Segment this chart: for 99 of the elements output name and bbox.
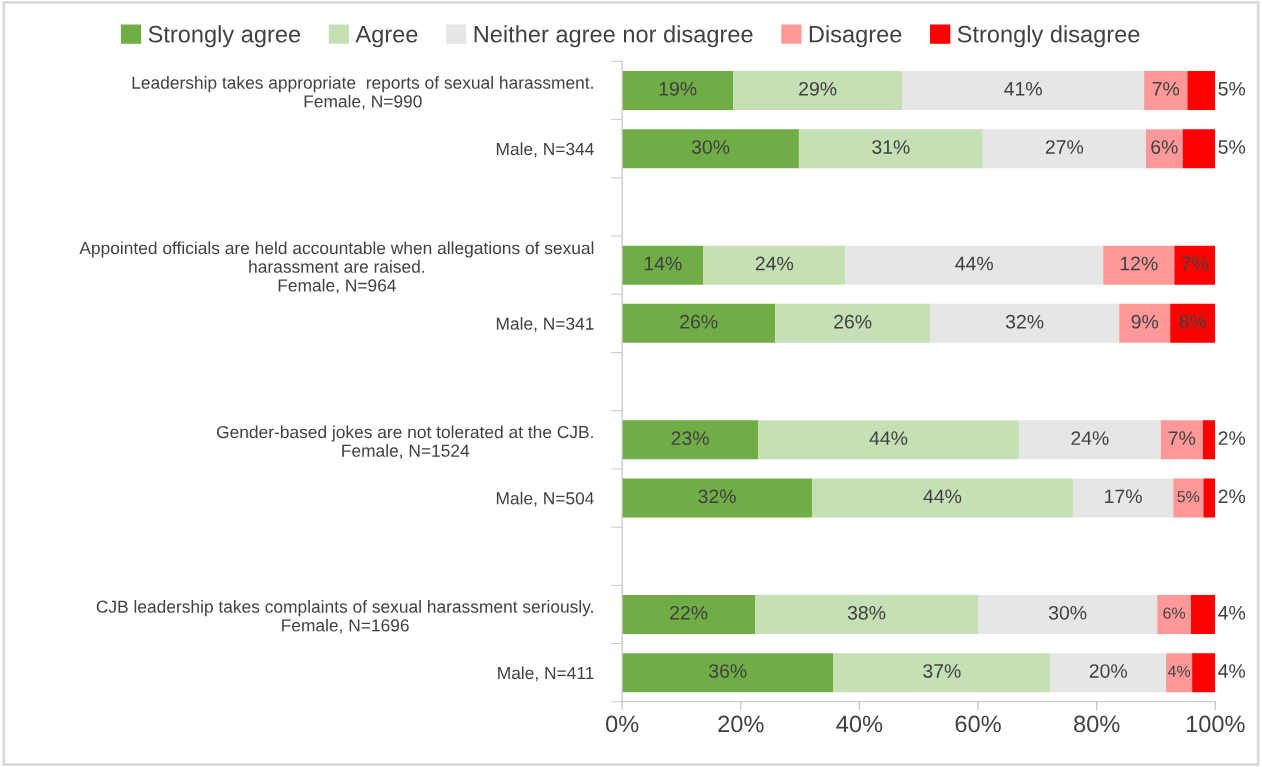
- bar: [1202, 420, 1216, 460]
- x-tick-label: 20%: [718, 715, 764, 733]
- y-tick-label: Appointed officials are held accountable when allegations of sexual harassment are raised. Female, N=964: [79, 241, 594, 294]
- bar: [755, 594, 979, 634]
- data-label: 2%: [1218, 489, 1246, 504]
- bar: [1173, 478, 1204, 518]
- data-label: 44%: [955, 256, 993, 271]
- legend-label: Strongly disagree: [957, 25, 1140, 48]
- data-label: 8%: [1179, 314, 1207, 329]
- data-label: 7%: [1168, 431, 1196, 445]
- data-label: 30%: [1048, 605, 1087, 620]
- data-label: 32%: [1005, 314, 1044, 329]
- data-label: 37%: [923, 664, 961, 678]
- bar: [703, 245, 846, 285]
- data-label: 29%: [799, 81, 837, 96]
- bar: [1160, 420, 1203, 460]
- data-label: 24%: [755, 256, 794, 271]
- data-label: 5%: [1177, 491, 1200, 503]
- x-tick-label: 80%: [1074, 715, 1120, 733]
- bar: [622, 303, 776, 343]
- data-label: 4%: [1218, 606, 1246, 620]
- bar: [1187, 70, 1216, 110]
- data-label: 14%: [644, 256, 682, 271]
- data-label: 2%: [1218, 431, 1246, 445]
- y-tick-label: Male, N=411: [498, 666, 594, 682]
- data-label: 32%: [698, 489, 736, 504]
- bar: [1192, 653, 1216, 693]
- bar: [1157, 594, 1191, 634]
- data-label: 19%: [659, 81, 697, 96]
- bar: [622, 594, 756, 634]
- data-label: 6%: [1151, 140, 1178, 154]
- bar: [622, 653, 834, 693]
- y-tick-label: Male, N=344: [496, 142, 594, 158]
- data-label: 5%: [1218, 82, 1246, 96]
- data-label: 4%: [1167, 665, 1191, 677]
- legend-label: Neither agree nor disagree: [474, 25, 753, 48]
- bar: [1203, 478, 1216, 518]
- data-label: 12%: [1120, 256, 1158, 271]
- bar: [622, 245, 704, 285]
- bar: [622, 420, 758, 460]
- bar: [1072, 478, 1174, 518]
- data-label: 38%: [847, 605, 886, 620]
- y-tick-label: Gender-based jokes are not tolerated at the CJB. Female, N=1524: [216, 425, 593, 459]
- bar: [622, 70, 734, 110]
- data-label: 9%: [1131, 314, 1159, 329]
- bar: [1170, 303, 1216, 343]
- bar: [775, 303, 931, 343]
- bar: [1190, 594, 1216, 634]
- data-label: 26%: [680, 314, 718, 329]
- bar: [930, 303, 1120, 343]
- bar: [1119, 303, 1171, 343]
- bar: [902, 70, 1145, 110]
- bar: [1145, 129, 1183, 169]
- bar: [622, 129, 799, 169]
- data-label: 23%: [671, 431, 709, 446]
- bar: [833, 653, 1051, 693]
- data-label: 20%: [1089, 664, 1128, 678]
- bar: [1018, 420, 1161, 460]
- bar: [622, 478, 812, 518]
- data-label: 27%: [1045, 140, 1084, 154]
- data-label: 36%: [709, 664, 747, 678]
- data-label: 4%: [1218, 664, 1246, 678]
- x-tick-label: 0%: [606, 715, 639, 733]
- data-label: 30%: [691, 140, 730, 154]
- bar: [978, 594, 1158, 634]
- data-label: 6%: [1163, 607, 1186, 619]
- bar: [1182, 129, 1216, 169]
- bar: [982, 129, 1146, 169]
- bar: [798, 129, 983, 169]
- bar: [1144, 70, 1188, 110]
- bar: [811, 478, 1073, 518]
- x-tick-label: 40%: [836, 715, 883, 733]
- bar: [1103, 245, 1175, 285]
- bar: [1166, 653, 1193, 693]
- bar: [758, 420, 1019, 460]
- x-tick-label: 100%: [1186, 715, 1245, 733]
- x-tick-label: 60%: [955, 715, 1001, 733]
- data-label: 17%: [1105, 489, 1142, 504]
- y-tick-label: Male, N=341: [496, 317, 594, 332]
- data-label: 24%: [1071, 431, 1109, 445]
- y-tick-label: Male, N=504: [496, 491, 594, 507]
- data-label: 5%: [1218, 140, 1246, 154]
- data-label: 41%: [1004, 82, 1042, 96]
- legend-label: Agree: [355, 26, 418, 48]
- bar: [845, 245, 1104, 285]
- y-tick-label: CJB leadership takes complaints of sexual harassment seriously. Female, N=1696: [96, 600, 593, 634]
- y-tick-label: Leadership takes appropriate reports of sexual harassment. Female, N=990: [132, 76, 593, 110]
- bar: [1050, 653, 1167, 693]
- data-label: 44%: [869, 431, 908, 445]
- data-label: 7%: [1152, 82, 1180, 96]
- data-label: 44%: [923, 489, 962, 504]
- bar: [1174, 245, 1216, 285]
- data-label: 31%: [872, 140, 910, 154]
- data-label: 22%: [670, 605, 708, 620]
- data-label: 26%: [834, 314, 872, 329]
- bar: [733, 70, 903, 110]
- data-label: 7%: [1181, 256, 1209, 271]
- legend-label: Strongly agree: [148, 25, 301, 48]
- legend-label: Disagree: [809, 25, 902, 48]
